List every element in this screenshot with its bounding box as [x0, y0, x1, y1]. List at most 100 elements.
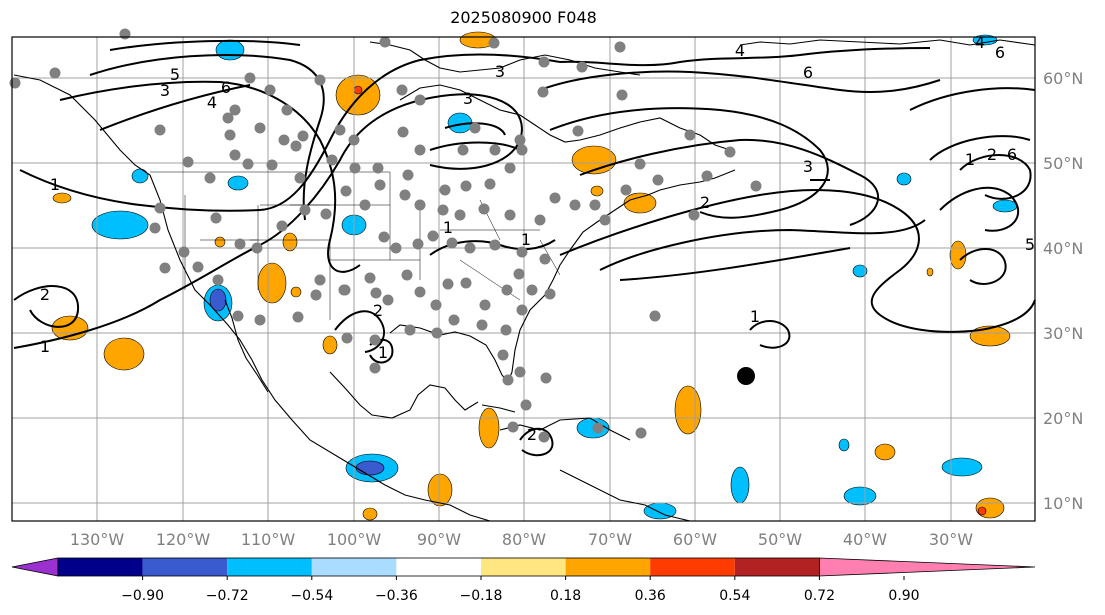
station-dot — [404, 324, 416, 336]
anomaly-region — [214, 236, 226, 248]
coastline — [399, 84, 731, 151]
anomaly-region — [322, 335, 338, 355]
station-dot — [244, 72, 256, 84]
anomaly-region — [209, 288, 227, 312]
contour-label: 3 — [495, 62, 505, 81]
colorbar-segment — [481, 558, 566, 576]
anomaly-region — [949, 240, 967, 270]
station-dot — [242, 158, 254, 170]
station-dot — [326, 154, 338, 166]
station-dot — [478, 203, 490, 215]
contour-label: 3 — [160, 81, 170, 100]
station-dot — [489, 239, 501, 251]
station-dot — [314, 274, 326, 286]
station-dot — [497, 349, 509, 361]
anomaly-region — [838, 438, 850, 452]
station-dot — [379, 36, 391, 48]
station-dot — [234, 238, 246, 250]
station-dot — [397, 126, 409, 138]
colorbar-segment — [227, 558, 312, 576]
colorbar-extend-right — [819, 557, 1036, 577]
contour-label: 4 — [735, 41, 745, 60]
contour-label: 2 — [527, 425, 537, 444]
station-dot — [412, 238, 424, 250]
station-dot — [232, 310, 244, 322]
anomaly-region — [852, 264, 868, 278]
station-dot — [569, 199, 581, 211]
longitude-label: 30°W — [929, 530, 973, 549]
contour-label: 2 — [987, 145, 997, 164]
station-dot — [549, 192, 561, 204]
anomaly-region — [926, 267, 934, 277]
station-dot — [390, 242, 402, 254]
colorbar-label: 0.18 — [550, 588, 581, 604]
longitude-labels: 130°W 120°W 110°W 100°W 90°W 80°W 70°W 60°W 50°W… — [70, 530, 973, 549]
colorbar-label: −0.72 — [206, 588, 249, 604]
latitude-label: 50°N — [1043, 154, 1083, 173]
colorbar-segment — [58, 558, 143, 576]
station-dot — [369, 334, 381, 346]
station-dot — [448, 314, 460, 326]
station-dot — [414, 94, 426, 106]
contour-label: 2 — [40, 285, 50, 304]
contour-line — [19, 53, 561, 212]
longitude-label: 110°W — [241, 530, 296, 549]
latitude-label: 10°N — [1043, 494, 1083, 513]
station-dot — [210, 212, 222, 224]
contour-label: 1 — [750, 307, 760, 326]
station-dot — [589, 199, 601, 211]
coastline — [559, 469, 691, 522]
station-dot — [348, 134, 360, 146]
station-dot — [212, 274, 224, 286]
station-dot — [457, 144, 469, 156]
longitude-label: 120°W — [156, 530, 211, 549]
station-dot — [537, 86, 549, 98]
contour-label: 6 — [803, 63, 813, 82]
anomaly-region — [674, 385, 702, 435]
station-dot — [446, 237, 458, 249]
station-dot — [229, 104, 241, 116]
coastline — [13, 74, 491, 522]
latitude-label: 30°N — [1043, 324, 1083, 343]
longitude-label: 60°W — [673, 530, 717, 549]
contour-label: 3 — [463, 89, 473, 108]
station-dot — [334, 124, 346, 136]
station-dot — [149, 222, 161, 234]
station-dot — [439, 184, 451, 196]
station-dot — [119, 28, 131, 40]
station-dot — [278, 134, 290, 146]
station-dot — [616, 89, 628, 101]
contour-label: 1 — [40, 337, 50, 356]
station-dot — [349, 162, 361, 174]
station-dot — [340, 185, 352, 197]
station-dot — [701, 170, 713, 182]
longitude-label: 40°W — [843, 530, 887, 549]
station-dot — [182, 156, 194, 168]
anomaly-region — [353, 85, 363, 95]
contour-line — [559, 47, 931, 67]
anomaly-region — [427, 473, 453, 507]
station-dot — [464, 242, 476, 254]
contour-line — [13, 285, 80, 328]
anomaly-region — [941, 457, 983, 477]
contour-line — [749, 320, 791, 349]
contour-label: 2 — [373, 301, 383, 320]
station-dot — [488, 37, 500, 49]
anomaly-region — [103, 337, 145, 371]
contour-line — [549, 107, 829, 219]
anomaly-region — [992, 199, 1018, 213]
contour-line — [89, 54, 325, 221]
contour-line — [519, 427, 554, 457]
station-dot — [427, 230, 439, 242]
station-dot — [359, 199, 371, 211]
longitude-label: 100°W — [327, 530, 382, 549]
contour-line — [444, 122, 506, 136]
colorbar-label: 0.90 — [888, 588, 919, 604]
station-dot — [402, 169, 414, 181]
contour-line — [429, 141, 521, 151]
station-dot — [620, 184, 632, 196]
station-dot — [479, 299, 491, 311]
contour-label: 6 — [221, 78, 231, 97]
station-dot — [502, 374, 514, 386]
station-dot — [635, 427, 647, 439]
